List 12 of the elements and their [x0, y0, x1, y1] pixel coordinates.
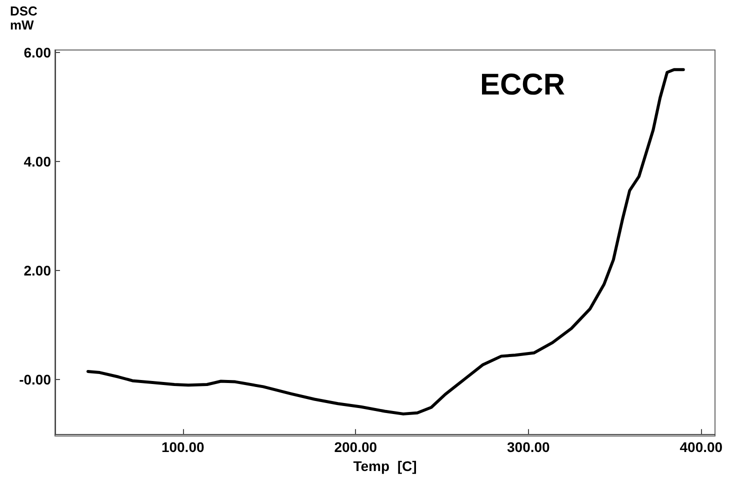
y-tick-label: 4.00: [24, 154, 52, 170]
x-tick-label: 300.00: [506, 439, 550, 456]
x-tick-label: 200.00: [334, 439, 378, 456]
x-axis-title: Temp [C]: [353, 458, 417, 474]
x-tick-label: 400.00: [680, 439, 723, 456]
annotation: ECCR: [480, 68, 566, 102]
x-tick-label: 100.00: [161, 439, 204, 456]
line-series: [86, 68, 685, 416]
y-axis-title: DSC mW: [10, 4, 38, 32]
y-tick-label: -0.00: [19, 372, 52, 388]
y-tick-label: 6.00: [24, 44, 52, 61]
y-tick-label: 2.00: [24, 262, 52, 279]
